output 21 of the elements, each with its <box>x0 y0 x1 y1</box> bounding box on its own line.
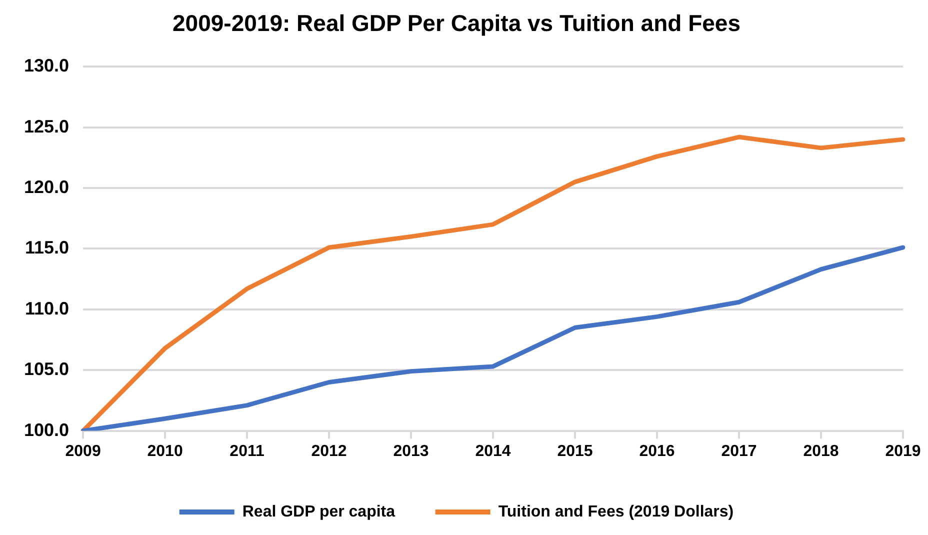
x-tick-label: 2011 <box>230 442 264 460</box>
x-tick-label: 2009 <box>65 442 101 460</box>
y-tick-label: 130.0 <box>24 56 70 76</box>
y-tick-label: 100.0 <box>24 420 70 440</box>
x-tick-label: 2018 <box>803 442 839 460</box>
y-tick-label: 115.0 <box>24 238 70 258</box>
y-tick-label: 120.0 <box>24 176 70 197</box>
y-tick-label: 105.0 <box>24 359 70 380</box>
x-tick-label: 2016 <box>639 442 675 460</box>
x-tick-label: 2010 <box>147 442 183 460</box>
y-tick-label: 110.0 <box>24 298 70 318</box>
legend-label: Real GDP per capita <box>242 503 396 520</box>
x-tick-label: 2012 <box>311 442 347 460</box>
x-tick-label: 2019 <box>885 442 921 460</box>
x-tick-label: 2017 <box>721 442 757 460</box>
x-tick-label: 2014 <box>475 442 511 460</box>
y-tick-label: 125.0 <box>24 116 70 136</box>
x-tick-label: 2013 <box>393 442 429 460</box>
legend-label: Tuition and Fees (2019 Dollars) <box>498 503 734 520</box>
chart-title: 2009-2019: Real GDP Per Capita vs Tuition and Fees <box>172 10 740 36</box>
x-tick-label: 2015 <box>557 442 593 460</box>
